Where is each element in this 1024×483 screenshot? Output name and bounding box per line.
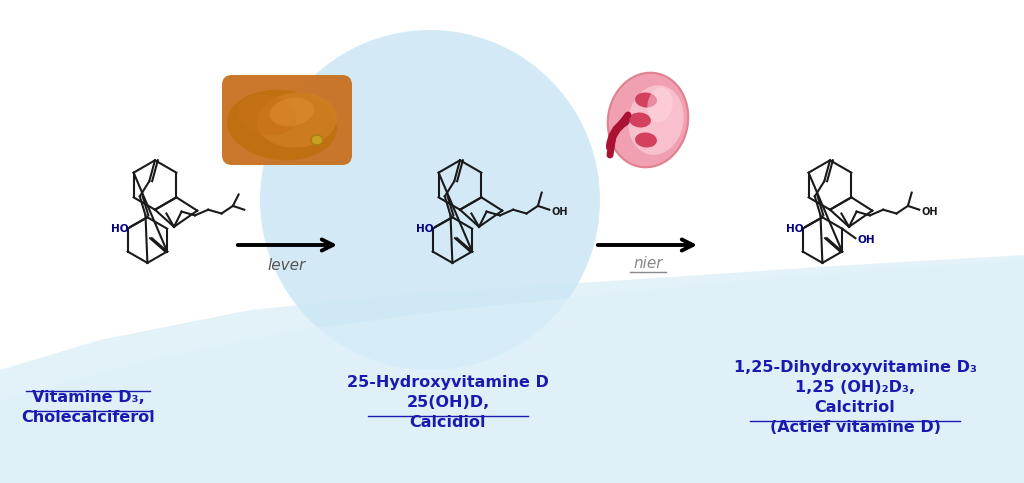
Ellipse shape	[635, 132, 657, 147]
PathPatch shape	[0, 260, 1024, 483]
FancyArrowPatch shape	[610, 121, 626, 147]
Ellipse shape	[257, 92, 337, 148]
Ellipse shape	[311, 135, 323, 145]
Circle shape	[260, 30, 600, 370]
Text: Calcidiol: Calcidiol	[410, 415, 486, 430]
FancyBboxPatch shape	[222, 75, 352, 165]
Ellipse shape	[608, 73, 688, 167]
Text: nier: nier	[633, 256, 663, 271]
Text: OH: OH	[857, 235, 876, 245]
Text: (Actief vitamine D): (Actief vitamine D)	[769, 420, 940, 435]
Text: HO: HO	[111, 224, 128, 234]
Text: 25(OH)D,: 25(OH)D,	[407, 395, 489, 410]
Text: Calcitriol: Calcitriol	[815, 400, 895, 415]
Text: OH: OH	[922, 207, 938, 217]
Text: lever: lever	[268, 258, 306, 273]
Text: Vitamine D₃,: Vitamine D₃,	[32, 390, 144, 405]
Text: OH: OH	[551, 207, 568, 217]
Ellipse shape	[238, 95, 297, 135]
Text: 25-Hydroxyvitamine D: 25-Hydroxyvitamine D	[347, 375, 549, 390]
Text: HO: HO	[785, 224, 803, 234]
Text: 1,25-Dihydroxyvitamine D₃: 1,25-Dihydroxyvitamine D₃	[733, 360, 977, 375]
Ellipse shape	[647, 87, 673, 122]
Text: Cholecalciferol: Cholecalciferol	[22, 410, 155, 425]
Text: HO: HO	[416, 224, 433, 234]
Ellipse shape	[629, 113, 651, 128]
Ellipse shape	[635, 92, 657, 108]
Ellipse shape	[227, 90, 337, 160]
Ellipse shape	[629, 85, 684, 155]
PathPatch shape	[0, 255, 1024, 483]
Text: 1,25 (OH)₂D₃,: 1,25 (OH)₂D₃,	[795, 380, 915, 395]
Ellipse shape	[269, 98, 314, 127]
